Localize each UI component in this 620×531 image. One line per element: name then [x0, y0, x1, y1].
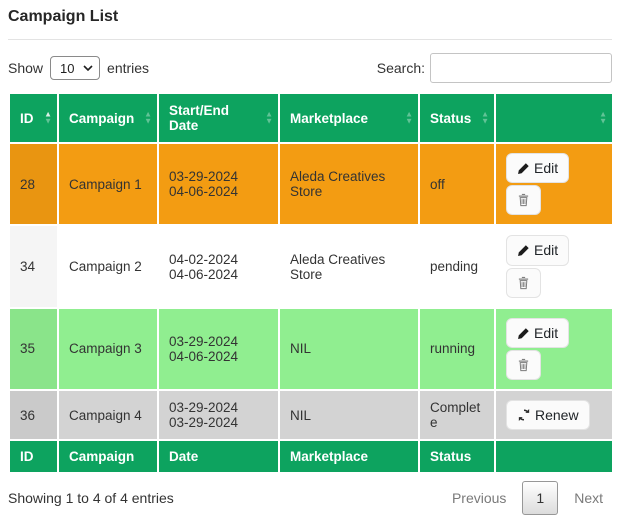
footer-actions — [494, 439, 614, 475]
table-row-campaign-3: 35 Campaign 3 03-29-2024 04-06-2024 NIL … — [8, 306, 614, 392]
search-label: Search: — [376, 60, 425, 76]
start-date: 03-29-2024 — [169, 400, 239, 416]
footer-campaign: Campaign — [57, 439, 159, 475]
table-footer: ID Campaign Date Marketplace Status — [8, 439, 614, 475]
table-row-campaign-1: 28 Campaign 1 03-29-2024 04-06-2024 Aled… — [8, 141, 614, 227]
footer-status: Status — [418, 439, 496, 475]
cell-id: 28 — [8, 141, 59, 227]
cell-marketplace: NIL — [278, 306, 420, 392]
cell-date: 03-29-2024 03-29-2024 — [157, 389, 280, 442]
sort-arrows-icon: ▲ ▼ — [265, 109, 273, 125]
edit-button[interactable]: Edit — [506, 235, 570, 266]
header-marketplace[interactable]: Marketplace ▲ ▼ — [278, 92, 420, 144]
table-bottom-bar: Showing 1 to 4 of 4 entries Previous 1 N… — [8, 481, 612, 525]
cell-id: 35 — [8, 306, 59, 392]
cell-date: 03-29-2024 04-06-2024 — [157, 306, 280, 392]
start-date: 03-29-2024 — [169, 333, 239, 349]
search-input[interactable] — [430, 53, 612, 83]
entries-info: Showing 1 to 4 of 4 entries — [8, 490, 174, 507]
cell-status: Complete — [418, 389, 496, 442]
cell-actions: Edit — [494, 141, 614, 227]
page-length-select-wrap: 10 — [50, 56, 101, 80]
pencil-icon — [517, 242, 530, 258]
sort-arrows-icon: ▲ ▼ — [44, 109, 52, 125]
cell-marketplace: Aleda Creatives Store — [278, 224, 420, 309]
sort-arrows-icon: ▲ ▼ — [481, 109, 489, 125]
search-control: Search: — [377, 53, 612, 83]
cell-id: 36 — [8, 389, 59, 442]
header-date-label: Start/End Date — [169, 103, 230, 133]
pencil-icon — [517, 160, 530, 176]
sort-arrows-icon: ▲ ▼ — [599, 109, 607, 125]
footer-marketplace: Marketplace — [278, 439, 420, 475]
pagination: Previous 1 Next — [443, 481, 612, 516]
table-row-campaign-2: 34 Campaign 2 04-02-2024 04-06-2024 Aled… — [8, 224, 614, 309]
page-title: Campaign List — [8, 8, 119, 25]
table-body: 28 Campaign 1 03-29-2024 04-06-2024 Aled… — [8, 141, 614, 442]
footer-date: Date — [157, 439, 280, 475]
cell-id: 34 — [8, 224, 59, 309]
entries-label: entries — [107, 60, 150, 76]
pencil-icon — [517, 325, 530, 341]
campaign-table: ID ▲ ▼ Campaign ▲ ▼ Start/End Date ▲ ▼ Mark… — [8, 92, 614, 475]
cell-actions: Renew — [494, 389, 614, 442]
header-status-label: Status — [430, 110, 472, 126]
cell-campaign: Campaign 3 — [57, 306, 159, 392]
table-header: ID ▲ ▼ Campaign ▲ ▼ Start/End Date ▲ ▼ Mark… — [8, 92, 614, 144]
end-date: 04-06-2024 — [169, 184, 239, 200]
cell-actions: Edit — [494, 306, 614, 392]
header-id-label: ID — [20, 110, 34, 126]
delete-button[interactable] — [506, 267, 541, 298]
sort-arrows-icon: ▲ ▼ — [405, 109, 413, 125]
page-length-control: Show 10 entries — [8, 56, 149, 80]
edit-button[interactable]: Edit — [506, 153, 570, 184]
end-date: 03-29-2024 — [169, 415, 239, 431]
header-status[interactable]: Status ▲ ▼ — [418, 92, 496, 144]
cell-status: running — [418, 306, 496, 392]
header-campaign-label: Campaign — [69, 110, 135, 126]
cell-marketplace: Aleda Creatives Store — [278, 141, 420, 227]
header-row: ID ▲ ▼ Campaign ▲ ▼ Start/End Date ▲ ▼ Mark… — [8, 92, 614, 144]
end-date: 04-06-2024 — [169, 348, 239, 364]
trash-icon — [517, 357, 530, 373]
footer-id: ID — [8, 439, 59, 475]
cell-campaign: Campaign 4 — [57, 389, 159, 442]
table-controls: Show 10 entries Search: — [8, 53, 612, 83]
cell-status: pending — [418, 224, 496, 309]
trash-icon — [517, 275, 530, 291]
cell-campaign: Campaign 2 — [57, 224, 159, 309]
sort-arrows-icon: ▲ ▼ — [144, 109, 152, 125]
cell-marketplace: NIL — [278, 389, 420, 442]
current-page-button[interactable]: 1 — [522, 481, 559, 516]
delete-button[interactable] — [506, 349, 541, 381]
edit-button[interactable]: Edit — [506, 317, 570, 348]
footer-row: ID Campaign Date Marketplace Status — [8, 439, 614, 475]
previous-page-button[interactable]: Previous — [451, 490, 507, 507]
cell-date: 04-02-2024 04-06-2024 — [157, 224, 280, 309]
start-date: 04-02-2024 — [169, 251, 239, 267]
renew-button[interactable]: Renew — [506, 400, 590, 431]
end-date: 04-06-2024 — [169, 266, 239, 282]
cell-actions: Edit — [494, 224, 614, 309]
delete-button[interactable] — [506, 185, 541, 216]
header-id[interactable]: ID ▲ ▼ — [8, 92, 59, 144]
header-actions[interactable]: ▲ ▼ — [494, 92, 614, 144]
trash-icon — [517, 192, 530, 208]
cell-campaign: Campaign 1 — [57, 141, 159, 227]
header-marketplace-label: Marketplace — [290, 110, 369, 126]
title-divider — [8, 39, 612, 40]
page-length-select[interactable]: 10 — [50, 56, 101, 80]
cell-date: 03-29-2024 04-06-2024 — [157, 141, 280, 227]
header-date[interactable]: Start/End Date ▲ ▼ — [157, 92, 280, 144]
show-label: Show — [8, 60, 44, 76]
refresh-icon — [517, 407, 531, 423]
next-page-button[interactable]: Next — [574, 490, 603, 507]
header-campaign[interactable]: Campaign ▲ ▼ — [57, 92, 159, 144]
start-date: 03-29-2024 — [169, 169, 239, 185]
cell-status: off — [418, 141, 496, 227]
table-row-campaign-4: 36 Campaign 4 03-29-2024 03-29-2024 NIL … — [8, 389, 614, 442]
